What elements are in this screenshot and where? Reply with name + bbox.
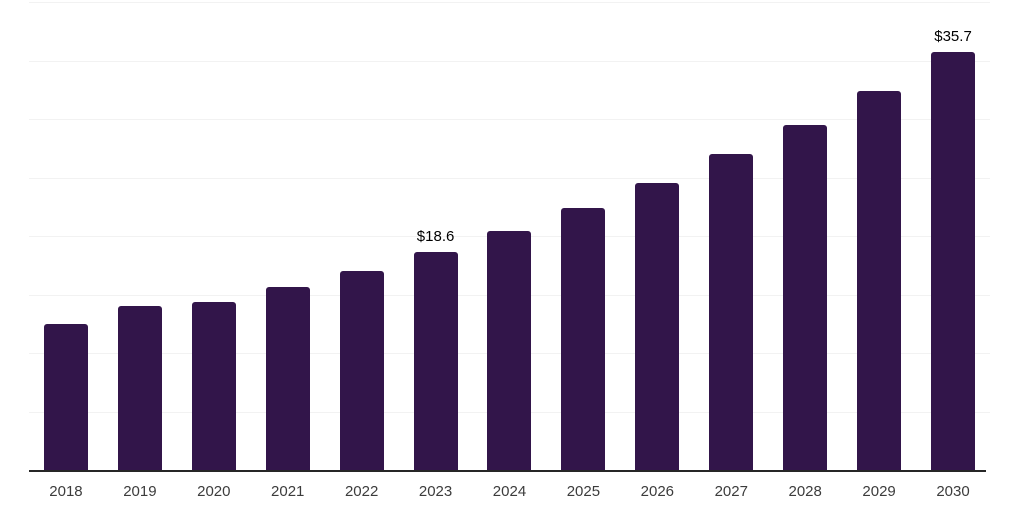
bar-column-2026 xyxy=(620,2,694,470)
bar-column-2023: $18.6 xyxy=(399,2,473,470)
bar-column-2022 xyxy=(325,2,399,470)
bar-value-label-2030: $35.7 xyxy=(934,28,972,46)
x-tick-label-2027: 2027 xyxy=(714,483,748,500)
gridline-35 xyxy=(29,60,990,62)
bar-column-2020 xyxy=(177,2,251,470)
x-axis-tick-labels: 2018 2019 2020 2021 2022 2023 2024 2025 2026 2027… xyxy=(29,480,990,504)
x-tick-label-2023: 2023 xyxy=(418,483,453,500)
bar-2020 xyxy=(191,301,236,470)
bar-2029 xyxy=(857,90,902,470)
x-axis-line xyxy=(29,470,986,472)
x-tick-label-2024: 2024 xyxy=(492,483,527,500)
bar-column-2025 xyxy=(546,2,620,470)
bar-2023 xyxy=(413,252,458,470)
bar-2024 xyxy=(487,231,532,470)
bar-2021 xyxy=(265,287,310,470)
bar-2018 xyxy=(43,323,88,470)
gridline-40 xyxy=(29,2,990,3)
x-tick-label-2029: 2029 xyxy=(862,483,896,500)
gridline-30 xyxy=(29,119,990,120)
bar-2025 xyxy=(561,207,606,470)
bar-column-2030: $35.7 xyxy=(916,2,990,470)
bar-2030 xyxy=(931,52,976,470)
x-tick-label-2028: 2028 xyxy=(788,483,822,500)
gridline-25 xyxy=(29,177,990,179)
bar-column-2019 xyxy=(103,2,177,470)
x-tick-label-2026: 2026 xyxy=(640,483,675,500)
bar-value-label-2023: $18.6 xyxy=(416,228,455,246)
bar-2026 xyxy=(635,183,680,470)
x-tick-label-2025: 2025 xyxy=(566,483,601,500)
plot-area: $18.6 $35.7 xyxy=(29,2,990,470)
bar-columns: $18.6 $35.7 xyxy=(29,2,990,470)
bar-2022 xyxy=(339,271,384,470)
bar-2019 xyxy=(117,306,162,470)
bar-column-2018 xyxy=(29,2,103,470)
bar-column-2028 xyxy=(768,2,842,470)
x-tick-label-2018: 2018 xyxy=(49,483,83,500)
x-tick-label-2020: 2020 xyxy=(197,483,231,500)
x-tick-label-2021: 2021 xyxy=(271,483,305,500)
x-tick-label-2022: 2022 xyxy=(344,483,379,500)
bar-column-2027 xyxy=(694,2,768,470)
bar-column-2029 xyxy=(842,2,916,470)
x-tick-label-2019: 2019 xyxy=(123,483,157,500)
bar-2027 xyxy=(709,154,754,470)
bar-2028 xyxy=(783,124,828,470)
x-tick-label-2030: 2030 xyxy=(936,483,970,500)
bar-column-2021 xyxy=(251,2,325,470)
bar-column-2024 xyxy=(473,2,547,470)
